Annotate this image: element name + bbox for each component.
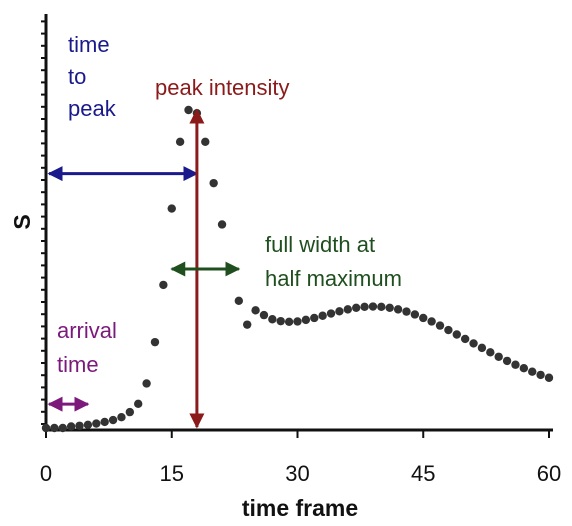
fwhm-label: full width at: [265, 232, 375, 257]
arrival_time-label: time: [57, 352, 99, 377]
data-point: [259, 310, 269, 320]
data-point: [167, 204, 176, 213]
data-point: [142, 379, 151, 388]
data-point: [343, 305, 352, 314]
x-tick-label: 30: [285, 461, 309, 486]
data-point: [502, 356, 512, 366]
data-point: [268, 315, 277, 324]
data-series: [41, 105, 554, 433]
data-point: [117, 412, 126, 422]
data-point: [335, 307, 344, 316]
data-point: [100, 417, 109, 427]
data-point: [460, 334, 470, 344]
data-point: [92, 419, 101, 428]
data-point: [159, 280, 168, 290]
x-tick-label: 60: [537, 461, 561, 486]
data-point: [326, 309, 336, 318]
data-point: [511, 360, 520, 369]
data-point: [444, 325, 453, 335]
data-point: [75, 421, 84, 430]
x-tick-label: 45: [411, 461, 435, 486]
data-point: [175, 137, 185, 146]
data-point: [284, 317, 294, 326]
data-point: [184, 105, 193, 115]
data-point: [276, 316, 285, 326]
data-point: [377, 302, 386, 312]
data-point: [477, 343, 487, 353]
data-point: [519, 364, 529, 373]
data-point: [536, 370, 545, 380]
data-point: [402, 307, 411, 316]
data-point: [452, 330, 461, 339]
data-point: [243, 320, 252, 329]
data-point: [435, 321, 445, 330]
data-point: [293, 317, 302, 326]
data-point: [427, 317, 436, 326]
peak_intensity-label: peak intensity: [155, 75, 290, 100]
data-point: [209, 178, 218, 188]
data-point: [58, 423, 67, 433]
time_to_peak-label: time: [68, 32, 110, 57]
data-point: [528, 367, 537, 376]
x-axis-title: time frame: [242, 495, 358, 521]
data-point: [494, 352, 503, 361]
annotation-arrows: [47, 108, 241, 429]
fwhm-label: half maximum: [265, 266, 402, 291]
data-point: [385, 303, 394, 312]
data-point: [201, 137, 210, 146]
data-point: [134, 399, 143, 409]
data-point: [125, 407, 135, 417]
data-point: [83, 420, 93, 430]
y-axis-title: S: [9, 214, 35, 229]
time_to_peak-label: peak: [68, 96, 117, 121]
data-point: [301, 315, 311, 325]
x-axis-ticks: 0 15 30 45 60: [40, 430, 561, 486]
data-point: [251, 306, 260, 315]
data-point: [66, 422, 76, 431]
axes: [44, 14, 553, 432]
data-point: [234, 296, 244, 305]
data-point: [544, 373, 554, 382]
data-point: [469, 339, 478, 348]
x-tick-label: 15: [160, 461, 184, 486]
data-point: [393, 305, 403, 314]
data-point: [486, 348, 495, 357]
data-point: [368, 302, 378, 311]
annotation-labels: time to peak peak intensity full width at hal…: [57, 32, 402, 377]
data-point: [41, 423, 51, 433]
data-point: [50, 423, 59, 433]
data-point: [310, 313, 319, 323]
arrival_time-label: arrival: [57, 318, 117, 343]
data-point: [360, 302, 369, 312]
data-point: [108, 415, 118, 425]
time_to_peak-label: to: [68, 64, 86, 89]
data-point: [351, 303, 361, 312]
y-axis-ticks: [41, 20, 46, 425]
data-point: [410, 310, 420, 319]
data-point: [318, 311, 327, 320]
data-point: [217, 220, 227, 229]
data-point: [419, 313, 428, 323]
x-tick-label: 0: [40, 461, 52, 486]
data-point: [150, 337, 160, 347]
